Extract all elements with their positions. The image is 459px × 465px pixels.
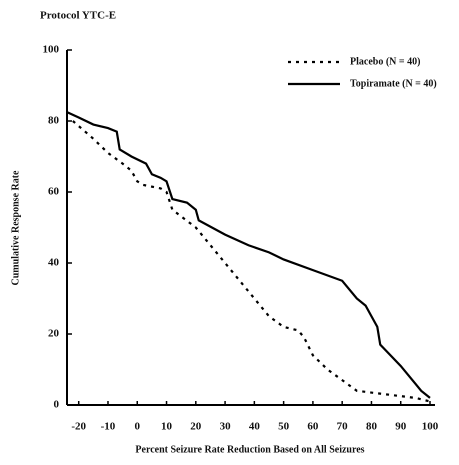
x-tick-label: 90 bbox=[395, 421, 407, 433]
y-tick-label: 100 bbox=[43, 44, 60, 56]
y-tick-label: 60 bbox=[48, 186, 60, 198]
x-tick-label: 20 bbox=[190, 421, 202, 433]
x-tick-label: 70 bbox=[337, 421, 349, 433]
y-tick-label: 0 bbox=[54, 399, 60, 411]
x-tick-label: 50 bbox=[278, 421, 290, 433]
x-tick-label: 40 bbox=[249, 421, 261, 433]
series-line bbox=[72, 120, 431, 403]
x-tick-label: 80 bbox=[366, 421, 378, 433]
y-tick-label: 20 bbox=[48, 328, 60, 340]
x-axis-label: Percent Seizure Rate Reduction Based on … bbox=[135, 444, 364, 455]
y-tick-label: 40 bbox=[48, 257, 60, 269]
y-axis-label: Cumulative Response Rate bbox=[10, 170, 21, 286]
series-line bbox=[66, 111, 431, 399]
chart-title: Protocol YTC-E bbox=[40, 10, 116, 22]
y-tick-label: 80 bbox=[48, 115, 60, 127]
x-tick-label: -10 bbox=[101, 421, 116, 433]
x-tick-label: 10 bbox=[161, 421, 173, 433]
x-tick-label: 60 bbox=[307, 421, 319, 433]
x-tick-label: 0 bbox=[135, 421, 141, 433]
x-tick-label: 100 bbox=[422, 421, 439, 433]
legend-label: Topiramate (N = 40) bbox=[350, 78, 437, 89]
x-tick-label: 30 bbox=[220, 421, 232, 433]
legend-label: Placebo (N = 40) bbox=[350, 56, 420, 67]
x-tick-label: -20 bbox=[71, 421, 86, 433]
